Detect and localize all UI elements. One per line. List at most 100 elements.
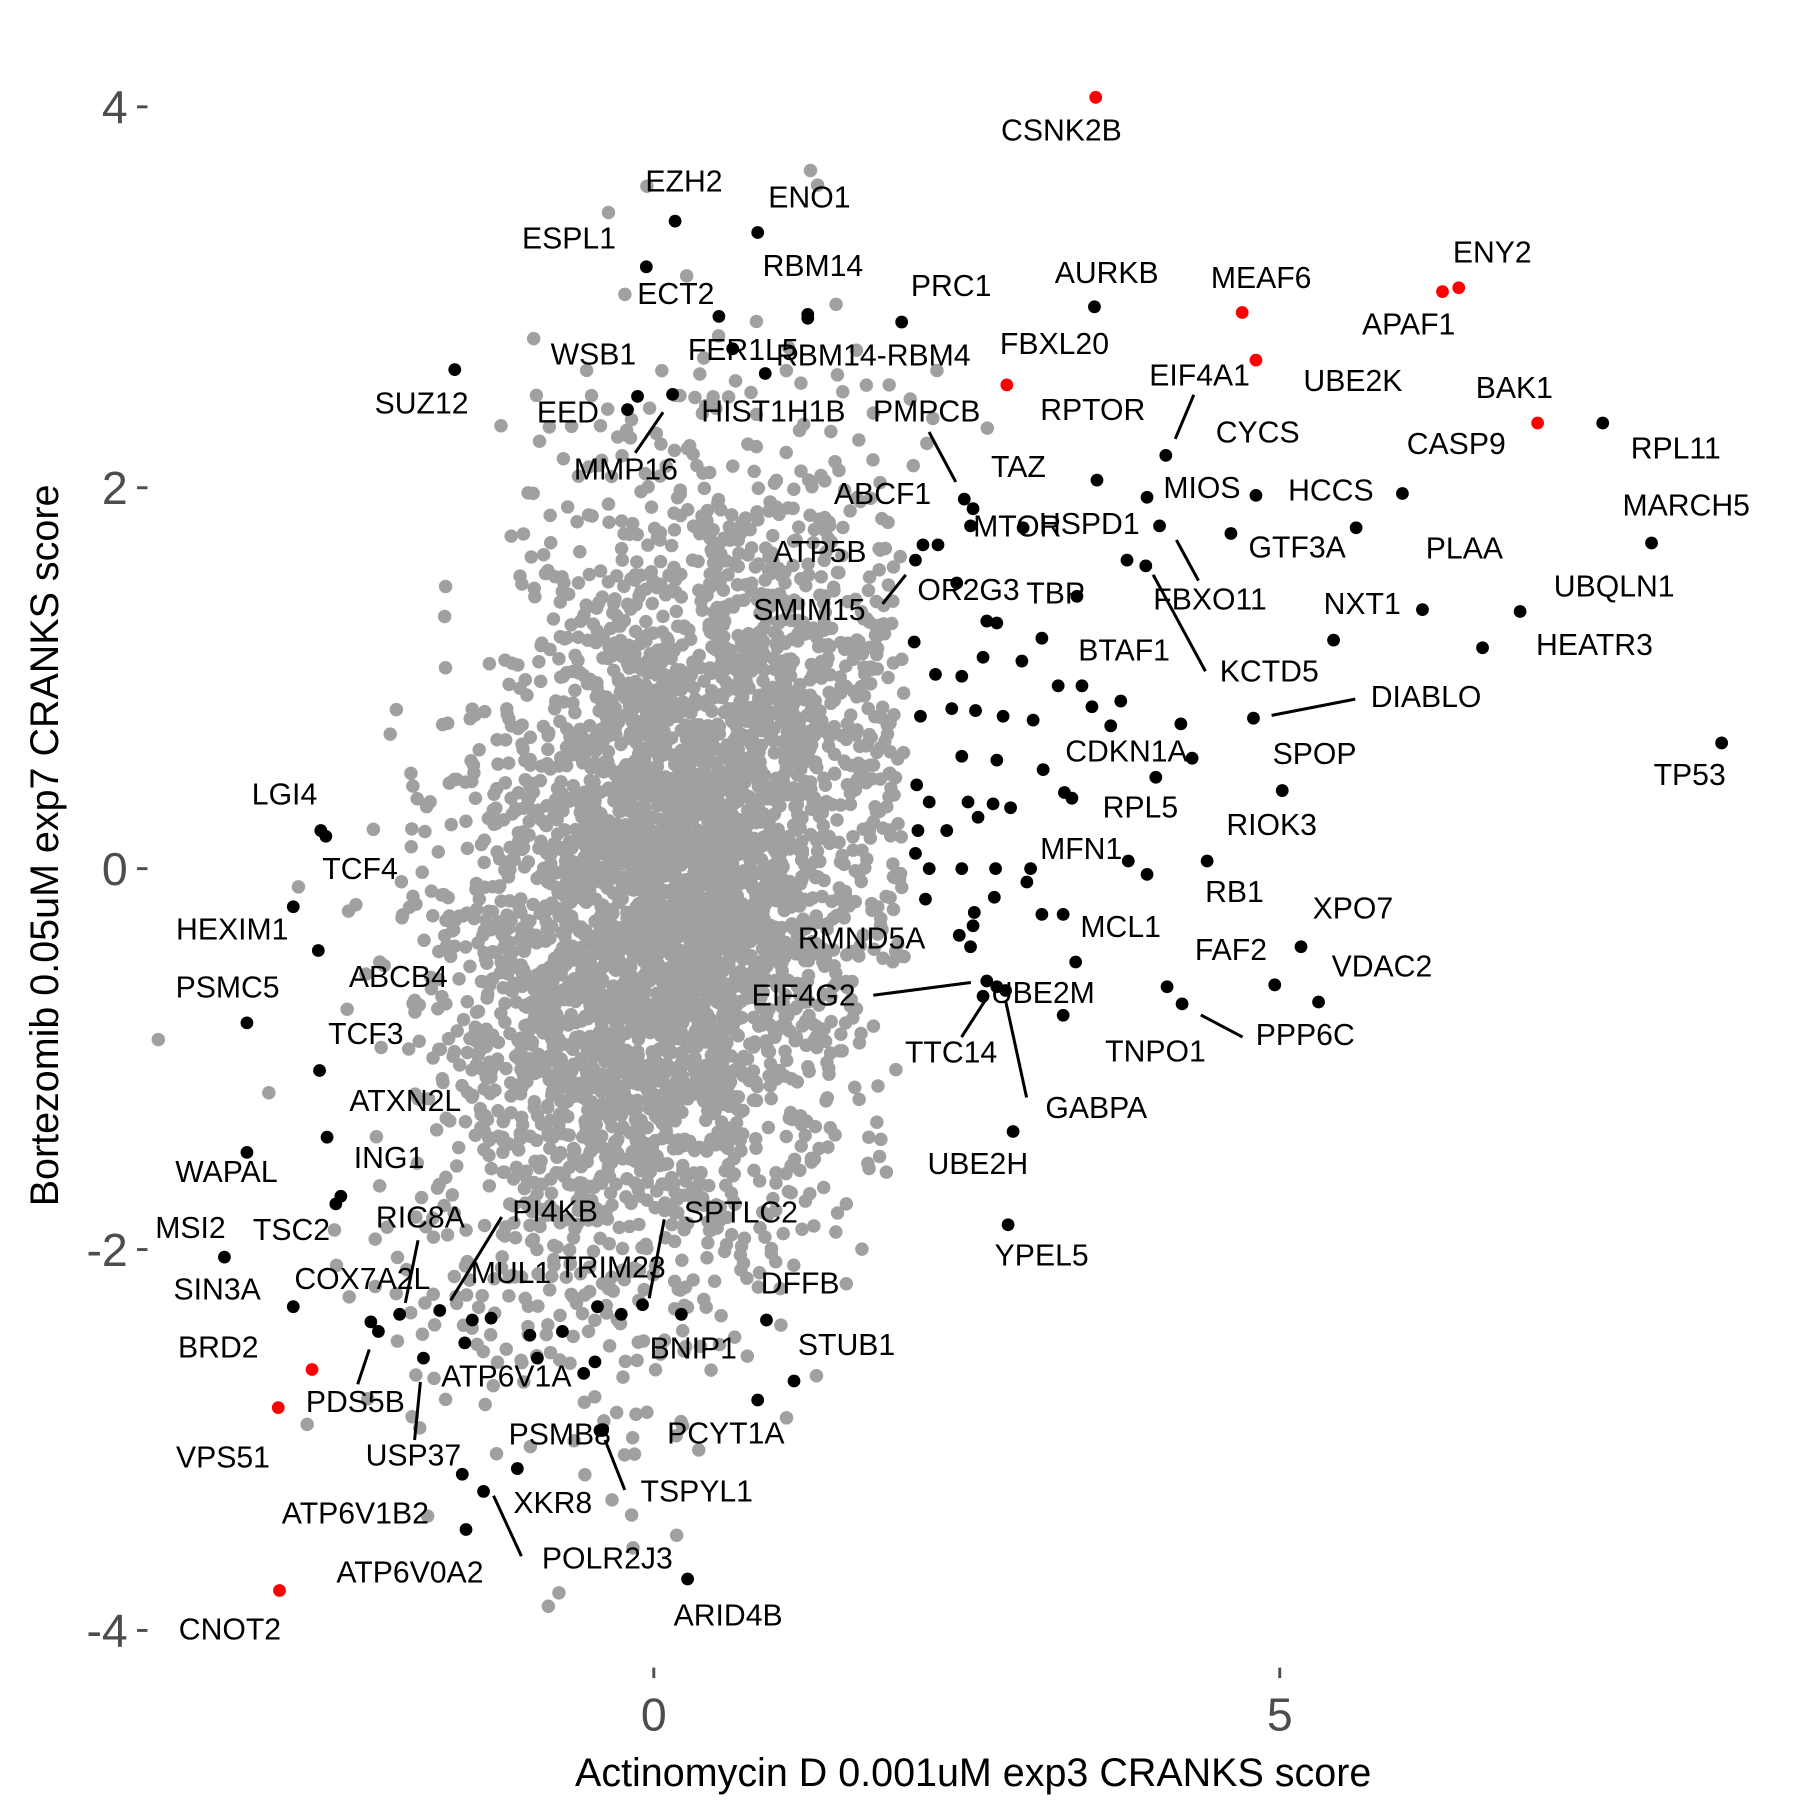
background-point xyxy=(790,768,805,782)
background-point xyxy=(531,1267,545,1281)
label-msi2: MSI2 xyxy=(155,1212,225,1245)
background-point xyxy=(496,1165,510,1179)
background-point xyxy=(686,519,701,533)
background-point xyxy=(824,535,839,549)
background-point xyxy=(832,463,846,478)
background-point xyxy=(543,508,557,523)
background-point xyxy=(792,423,807,438)
background-point xyxy=(581,834,595,848)
background-point xyxy=(786,558,800,573)
background-point xyxy=(879,889,893,904)
background-point xyxy=(673,483,688,497)
background-point xyxy=(560,1094,575,1109)
background-point xyxy=(558,854,573,868)
background-point xyxy=(683,703,698,718)
background-point xyxy=(503,862,517,877)
background-point xyxy=(544,896,559,910)
background-point xyxy=(540,922,555,936)
background-point xyxy=(504,529,518,543)
background-point xyxy=(748,1035,762,1049)
background-point xyxy=(548,569,562,584)
background-point xyxy=(439,1111,453,1126)
background-point xyxy=(773,1281,788,1296)
background-point xyxy=(640,1120,655,1135)
background-point xyxy=(707,1136,722,1151)
hit-point xyxy=(919,892,932,906)
background-point xyxy=(487,1272,501,1286)
background-point xyxy=(767,746,782,760)
label-meaf6: MEAF6 xyxy=(1211,262,1312,295)
background-point xyxy=(577,1395,592,1410)
background-point xyxy=(616,1082,631,1096)
hit-points xyxy=(218,90,1729,1597)
background-point xyxy=(787,1258,801,1272)
background-point xyxy=(676,1188,691,1203)
background-point xyxy=(426,1287,440,1301)
background-point xyxy=(543,1345,558,1360)
background-point xyxy=(833,1044,847,1058)
point-wsb1 xyxy=(631,389,644,403)
point-ezh2 xyxy=(668,214,682,228)
background-point xyxy=(711,1125,725,1139)
point-atp5b xyxy=(931,538,945,552)
leader-line-eif4g2 xyxy=(873,980,972,997)
background-point xyxy=(592,704,606,718)
background-point xyxy=(662,1175,676,1190)
background-point xyxy=(432,1177,446,1192)
background-point xyxy=(873,475,887,490)
background-point xyxy=(536,719,551,734)
point-mfn1 xyxy=(1121,854,1135,868)
background-point xyxy=(833,670,847,684)
label-pcyt1a: PCYT1A xyxy=(667,1417,785,1450)
background-point xyxy=(406,779,420,793)
background-point xyxy=(678,974,693,989)
background-point xyxy=(723,884,737,899)
background-point xyxy=(534,638,548,653)
background-point xyxy=(764,1246,779,1260)
background-point xyxy=(859,378,874,392)
background-point xyxy=(886,560,901,574)
leader-line-usp37 xyxy=(413,1381,422,1441)
background-point xyxy=(770,979,784,993)
background-point xyxy=(849,343,864,357)
background-point xyxy=(755,723,770,737)
background-point xyxy=(813,704,827,718)
label-ypel5: YPEL5 xyxy=(995,1240,1089,1273)
background-point xyxy=(874,1132,888,1147)
background-point xyxy=(775,634,790,649)
background-point xyxy=(467,766,481,780)
background-point xyxy=(529,388,544,403)
background-point xyxy=(653,1028,668,1043)
label-rbm14-rbm4: RBM14-RBM4 xyxy=(776,340,971,373)
point-ect2 xyxy=(712,309,726,323)
background-point xyxy=(459,1223,473,1237)
background-point xyxy=(875,511,889,526)
background-point xyxy=(656,609,670,624)
background-point xyxy=(693,1339,708,1354)
background-point xyxy=(612,1123,627,1137)
label-casp9: CASP9 xyxy=(1407,428,1506,461)
background-point xyxy=(541,1128,555,1143)
background-point xyxy=(776,996,791,1010)
leader-lines xyxy=(356,394,1356,1557)
background-point xyxy=(852,866,866,881)
background-point xyxy=(752,625,767,639)
point-rb1 xyxy=(1140,867,1154,881)
background-point xyxy=(795,1222,809,1236)
point-rpl5 xyxy=(1149,770,1163,784)
background-point xyxy=(374,1040,388,1055)
background-point xyxy=(812,1141,826,1156)
background-point xyxy=(806,796,821,810)
background-point xyxy=(426,1051,440,1065)
background-point xyxy=(465,702,479,716)
background-point xyxy=(727,922,741,937)
label-tbp: TBP xyxy=(1026,578,1085,611)
label-mtor: MTOR xyxy=(973,510,1061,543)
label-eny2: ENY2 xyxy=(1453,236,1532,269)
background-point xyxy=(930,363,944,378)
background-point xyxy=(643,767,657,781)
background-point xyxy=(893,549,907,564)
background-point xyxy=(571,576,586,590)
background-point xyxy=(471,1004,486,1019)
background-point xyxy=(548,694,563,708)
